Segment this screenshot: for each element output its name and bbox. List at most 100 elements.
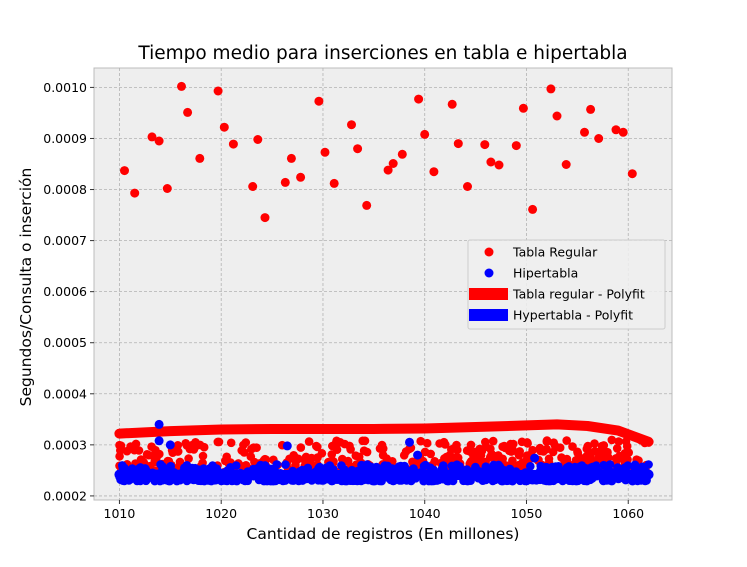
legend-swatch	[469, 309, 508, 321]
dense-point	[477, 446, 487, 456]
polyfit-lines	[114, 419, 654, 480]
data-point	[463, 182, 472, 191]
data-point	[586, 104, 596, 114]
dense-point	[358, 436, 368, 446]
dense-point	[517, 437, 527, 447]
dense-point	[281, 460, 290, 469]
x-tick-label: 1020	[205, 506, 237, 521]
dense-point	[439, 461, 448, 470]
dense-point	[526, 462, 535, 471]
dense-point	[198, 451, 208, 461]
dense-point	[548, 447, 558, 457]
dense-point	[296, 443, 306, 452]
data-point	[296, 172, 306, 182]
data-point	[420, 474, 430, 484]
data-point	[177, 81, 186, 91]
dense-point	[486, 444, 495, 454]
data-point	[282, 441, 292, 451]
dense-point	[304, 437, 314, 446]
dense-point	[551, 462, 560, 471]
dense-point	[607, 435, 617, 445]
y-axis-ticks: 0.0002 0.0003 0.0004 0.0005 0.0006 0.0007 0.00…	[43, 80, 94, 503]
dense-point	[168, 448, 177, 458]
dense-point	[345, 441, 354, 451]
data-point	[165, 440, 175, 450]
dense-point	[420, 447, 430, 457]
data-point	[362, 200, 372, 210]
dense-point	[331, 439, 340, 449]
dense-point	[568, 442, 577, 451]
data-point	[580, 127, 589, 137]
dense-point	[173, 441, 183, 450]
dense-point	[508, 456, 517, 466]
data-point	[195, 153, 205, 163]
dense-point	[612, 444, 622, 453]
legend-label: Hipertabla	[513, 266, 578, 281]
data-point	[320, 147, 330, 157]
dense-point	[253, 463, 263, 473]
data-point	[546, 84, 556, 94]
dense-point	[416, 436, 426, 446]
dense-point	[152, 453, 161, 463]
dense-point	[118, 462, 127, 472]
dense-point	[338, 454, 347, 464]
dense-point	[134, 446, 144, 455]
data-point	[594, 134, 604, 143]
y-tick-label: 0.0010	[43, 80, 87, 95]
dense-point	[470, 447, 480, 457]
data-point	[397, 149, 407, 159]
x-tick-label: 1010	[104, 506, 136, 521]
dense-point	[377, 440, 387, 450]
data-point	[329, 178, 339, 188]
data-point	[260, 213, 270, 223]
polyfit-line	[114, 469, 654, 480]
data-point	[413, 450, 423, 460]
dense-point	[156, 460, 165, 469]
data-point	[627, 169, 637, 179]
polyfit-line	[114, 419, 654, 447]
dense-point	[191, 438, 200, 447]
dense-point	[199, 442, 209, 452]
data-point	[561, 160, 571, 169]
data-point	[388, 159, 398, 168]
data-point	[528, 204, 538, 214]
chart-title: Tiempo medio para inserciones en tabla e…	[137, 43, 627, 64]
dense-point	[498, 454, 508, 464]
dense-point	[378, 450, 388, 460]
data-point	[420, 129, 430, 139]
x-axis-label: Cantidad de registros (En millones)	[247, 525, 520, 543]
x-tick-label: 1040	[409, 506, 441, 521]
dense-point	[603, 462, 612, 471]
dense-point	[357, 460, 366, 470]
legend-label: Tabla Regular	[512, 245, 598, 260]
dense-point	[575, 453, 585, 463]
data-point	[228, 139, 238, 149]
x-axis-ticks: 1010 1020 1030 1040 1050 1060	[104, 500, 644, 521]
data-point	[120, 473, 129, 483]
data-point	[314, 96, 324, 106]
data-point	[480, 140, 490, 150]
dense-point	[166, 461, 175, 471]
data-point	[429, 167, 439, 177]
data-point	[253, 135, 263, 144]
dense-point	[590, 439, 599, 448]
data-point	[183, 107, 193, 117]
dense-point	[544, 454, 554, 464]
dense-point	[440, 440, 450, 449]
dense-point	[593, 454, 603, 464]
dense-point	[366, 462, 376, 472]
data-point	[494, 160, 504, 170]
dense-point	[315, 462, 324, 472]
dense-point	[122, 446, 132, 456]
y-tick-label: 0.0006	[43, 284, 87, 299]
y-tick-label: 0.0002	[43, 488, 87, 503]
dense-point	[507, 444, 517, 454]
dense-point	[184, 454, 193, 463]
legend-marker	[484, 247, 494, 257]
dense-point	[182, 461, 192, 470]
data-point	[120, 166, 129, 176]
dense-point	[301, 452, 311, 462]
data-point	[530, 453, 540, 463]
